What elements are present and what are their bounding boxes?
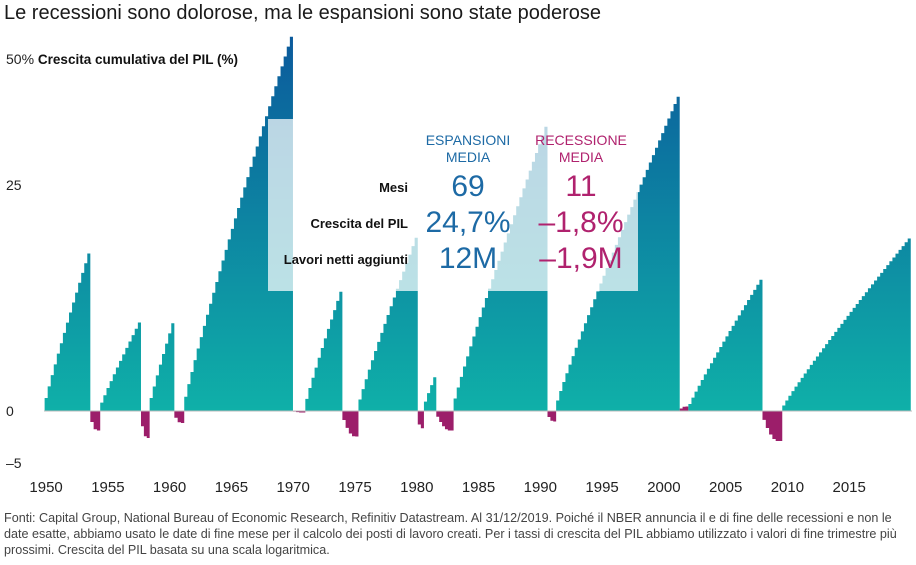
expansion-area-8 xyxy=(305,291,343,411)
footnote: Fonti: Capital Group, National Bureau of… xyxy=(4,511,897,557)
x-tick-label: 1975 xyxy=(338,479,371,496)
expansion-header: MEDIA xyxy=(446,149,491,165)
row-label: Lavori netti aggiunti xyxy=(284,252,408,267)
recession-value: –1,8% xyxy=(538,206,623,239)
expansion-header: ESPANSIONI xyxy=(426,132,511,148)
x-axis: 1950 1955 1960 1965 1970 1975 1980 1985 1990 1995… xyxy=(29,479,865,496)
page-title: Le recessioni sono dolorose, ma le espan… xyxy=(4,2,602,24)
recession-area-19 xyxy=(762,411,783,441)
expansion-area-18 xyxy=(688,279,763,411)
recession-area-11 xyxy=(417,411,424,429)
x-tick-label: 1995 xyxy=(585,479,618,496)
x-tick-label: 1970 xyxy=(277,479,310,496)
recession-area-9 xyxy=(342,411,359,437)
x-tick-label: 1980 xyxy=(400,479,433,496)
recession-area-3 xyxy=(140,411,150,438)
row-label: Crescita del PIL xyxy=(310,216,408,231)
x-tick-label: 2000 xyxy=(647,479,680,496)
recession-header: MEDIA xyxy=(559,149,604,165)
expansion-area-0 xyxy=(44,253,91,411)
x-tick-label: 2005 xyxy=(709,479,742,496)
recession-area-5 xyxy=(174,411,185,423)
y-tick-label: 25 xyxy=(6,177,22,193)
expansion-area-4 xyxy=(149,323,175,411)
recession-area-17 xyxy=(679,406,689,411)
recession-header: RECESSIONE xyxy=(535,132,627,148)
expansion-value: 24,7% xyxy=(425,206,510,239)
expansion-value: 12M xyxy=(439,242,497,275)
expansion-area-12 xyxy=(423,377,437,411)
y-tick-50: 50% xyxy=(6,51,38,67)
recession-value: 11 xyxy=(565,170,596,203)
recession-area-15 xyxy=(547,411,557,422)
y-tick-label: –5 xyxy=(6,455,22,471)
y-axis: 50% Crescita cumulativa del PIL (%) 25 0 –5 xyxy=(6,51,238,471)
x-tick-label: 2010 xyxy=(771,479,804,496)
expansion-area-6 xyxy=(184,36,293,411)
expansion-area-20 xyxy=(782,238,911,411)
recession-area-13 xyxy=(436,411,454,431)
expansion-value: 69 xyxy=(451,170,484,203)
x-tick-label: 1985 xyxy=(462,479,495,496)
expansion-area-2 xyxy=(100,322,141,411)
y-axis-label: 50% Crescita cumulativa del PIL (%) xyxy=(6,51,238,67)
gdp-chart: 50% Crescita cumulativa del PIL (%) 25 0 –5… xyxy=(6,36,912,496)
x-tick-label: 1950 xyxy=(29,479,62,496)
summary-box-panel xyxy=(268,119,638,291)
x-tick-label: 1955 xyxy=(91,479,124,496)
y-tick-label: 0 xyxy=(6,403,14,419)
row-label: Mesi xyxy=(379,180,408,195)
recession-area-1 xyxy=(90,411,101,431)
x-tick-label: 1990 xyxy=(524,479,557,496)
recession-value: –1,9M xyxy=(539,242,622,275)
x-tick-label: 2015 xyxy=(833,479,866,496)
y-axis-title: Crescita cumulativa del PIL (%) xyxy=(38,52,238,67)
x-tick-label: 1960 xyxy=(153,479,186,496)
x-tick-label: 1965 xyxy=(215,479,248,496)
